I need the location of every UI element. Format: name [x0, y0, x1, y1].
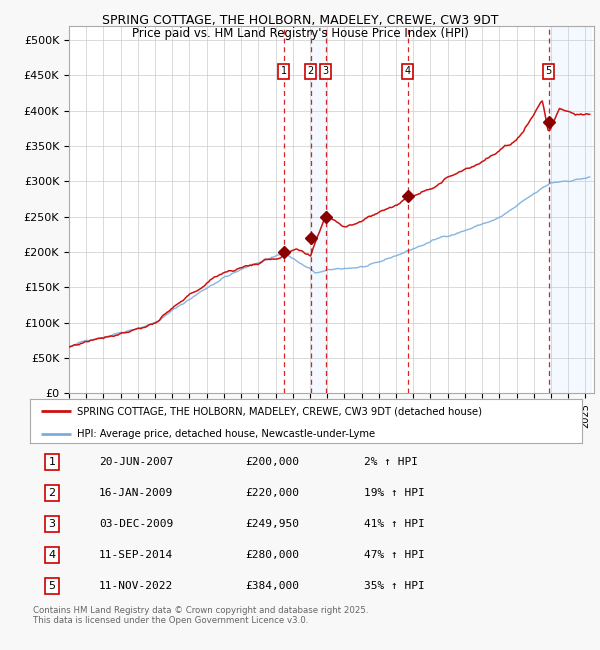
Text: £280,000: £280,000	[245, 550, 299, 560]
Text: 47% ↑ HPI: 47% ↑ HPI	[364, 550, 425, 560]
Text: 41% ↑ HPI: 41% ↑ HPI	[364, 519, 425, 529]
Text: 4: 4	[405, 66, 411, 76]
Text: 3: 3	[323, 66, 329, 76]
Text: 5: 5	[545, 66, 551, 76]
Text: £384,000: £384,000	[245, 581, 299, 591]
Text: 2% ↑ HPI: 2% ↑ HPI	[364, 457, 418, 467]
Text: 3: 3	[49, 519, 56, 529]
Text: Contains HM Land Registry data © Crown copyright and database right 2025.
This d: Contains HM Land Registry data © Crown c…	[33, 606, 368, 625]
Bar	[548, 26, 590, 393]
Text: 11-NOV-2022: 11-NOV-2022	[99, 581, 173, 591]
Text: 35% ↑ HPI: 35% ↑ HPI	[364, 581, 425, 591]
Text: 16-JAN-2009: 16-JAN-2009	[99, 488, 173, 498]
Text: 2: 2	[49, 488, 56, 498]
Text: SPRING COTTAGE, THE HOLBORN, MADELEY, CREWE, CW3 9DT (detached house): SPRING COTTAGE, THE HOLBORN, MADELEY, CR…	[77, 406, 482, 417]
Text: HPI: Average price, detached house, Newcastle-under-Lyme: HPI: Average price, detached house, Newc…	[77, 428, 375, 439]
Text: 03-DEC-2009: 03-DEC-2009	[99, 519, 173, 529]
Text: £220,000: £220,000	[245, 488, 299, 498]
Text: 19% ↑ HPI: 19% ↑ HPI	[364, 488, 425, 498]
Text: Price paid vs. HM Land Registry's House Price Index (HPI): Price paid vs. HM Land Registry's House …	[131, 27, 469, 40]
Text: 11-SEP-2014: 11-SEP-2014	[99, 550, 173, 560]
Text: £200,000: £200,000	[245, 457, 299, 467]
Text: £249,950: £249,950	[245, 519, 299, 529]
Text: 20-JUN-2007: 20-JUN-2007	[99, 457, 173, 467]
Text: 5: 5	[49, 581, 56, 591]
Text: 1: 1	[49, 457, 56, 467]
Text: 2: 2	[308, 66, 314, 76]
Text: 4: 4	[49, 550, 56, 560]
Text: SPRING COTTAGE, THE HOLBORN, MADELEY, CREWE, CW3 9DT: SPRING COTTAGE, THE HOLBORN, MADELEY, CR…	[102, 14, 498, 27]
Bar	[311, 26, 326, 393]
Text: 1: 1	[281, 66, 287, 76]
